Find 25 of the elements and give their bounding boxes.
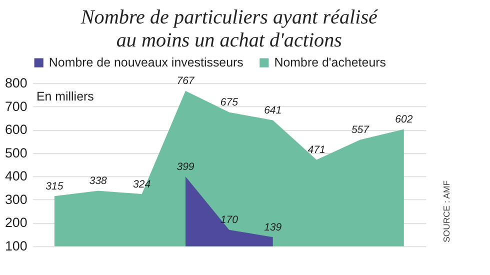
text: au moins un achat d'actions [116,30,342,52]
y-tick-label: 700 [4,98,28,114]
y-tick-label: 400 [4,168,28,184]
data-label: 641 [264,104,282,116]
data-label: 139 [264,221,282,234]
data-label: 338 [89,175,108,188]
data-label: 170 [220,214,238,226]
data-label: 675 [220,96,238,109]
data-label: 315 [46,180,64,192]
y-tick-label: 600 [4,122,28,138]
text: Nombre de particuliers ayant réalisé [80,6,378,29]
data-label: 767 [176,75,196,88]
y-tick-label: 800 [4,75,28,90]
y-tick-label: 500 [4,145,28,160]
data-label: 399 [176,160,194,173]
y-tick-label: 200 [4,215,28,230]
annotation: En milliers [36,89,94,104]
data-label: 602 [395,114,413,126]
legend-label: Nombre d'acheteurs [274,56,386,70]
y-tick-label: 300 [4,192,28,207]
y-tick-label: 100 [4,238,28,254]
data-label: 471 [308,144,326,156]
data-label: 557 [351,124,370,136]
legend-label: Nombre de nouveaux investisseurs [48,56,244,70]
source-note: SOURCE : AMF [442,180,452,242]
